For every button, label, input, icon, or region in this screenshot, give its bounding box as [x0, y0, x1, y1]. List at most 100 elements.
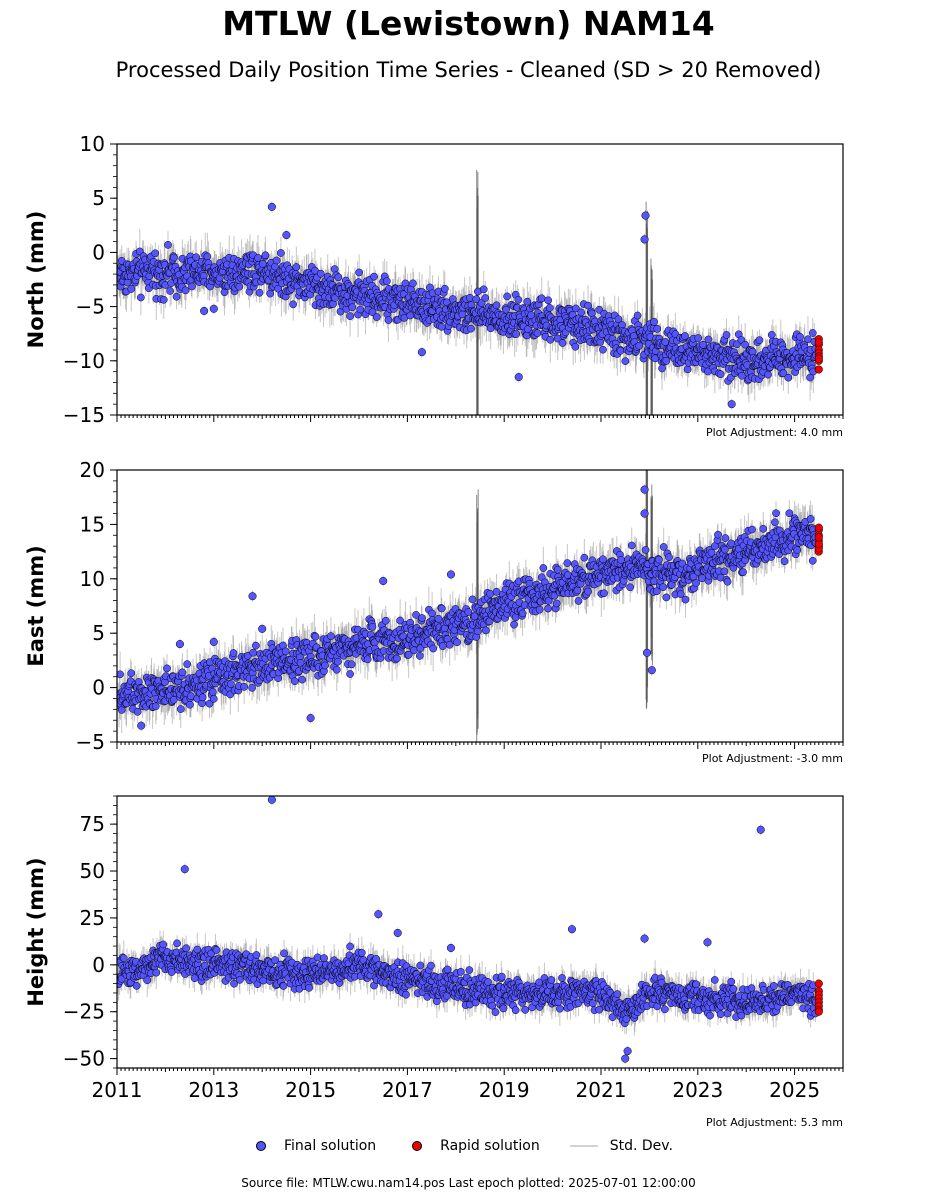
- rapid-point: [814, 354, 823, 363]
- final-point: [183, 660, 192, 668]
- final-point: [533, 329, 542, 338]
- final-point: [192, 253, 201, 262]
- x-ticks: [116, 415, 844, 422]
- final-point: [209, 304, 218, 313]
- final-point: [477, 299, 486, 307]
- final-point: [205, 699, 214, 708]
- final-point: [796, 332, 804, 341]
- final-point: [468, 595, 477, 604]
- final-point: [510, 620, 518, 629]
- final-points: [117, 485, 820, 730]
- final-point: [289, 300, 297, 309]
- final-point: [404, 650, 413, 659]
- final-point: [372, 313, 381, 321]
- final-point: [699, 340, 707, 349]
- final-point: [429, 644, 437, 653]
- final-point: [187, 692, 195, 701]
- final-point: [481, 294, 490, 302]
- y-axis: 10 5 0 −5 −10 −15: [63, 132, 117, 427]
- final-point: [741, 340, 749, 349]
- final-point: [577, 308, 586, 317]
- final-point: [384, 316, 393, 324]
- y-tick-label: −5: [76, 295, 105, 319]
- final-point: [393, 654, 401, 663]
- final-point: [544, 296, 552, 305]
- final-point: [277, 249, 285, 257]
- final-point: [181, 286, 190, 295]
- north-panel: 10 5 0 −5 −10 −15 North (mm) Plot Adjustment: 4…: [24, 132, 844, 439]
- y-tick-label: 10: [80, 132, 105, 156]
- final-point: [229, 649, 238, 657]
- final-point: [492, 301, 501, 310]
- final-point: [240, 682, 248, 691]
- final-point: [658, 364, 666, 373]
- final-point: [188, 282, 196, 291]
- final-point: [514, 373, 523, 382]
- final-point: [662, 356, 671, 365]
- final-point: [464, 608, 473, 616]
- final-point: [370, 272, 378, 281]
- final-point: [584, 301, 592, 310]
- final-point: [208, 688, 217, 696]
- final-point: [346, 670, 354, 678]
- final-point: [437, 604, 446, 613]
- final-point: [316, 269, 325, 278]
- final-point: [784, 373, 793, 382]
- final-point: [650, 318, 658, 326]
- final-point: [290, 677, 299, 686]
- final-point: [767, 330, 776, 339]
- final-point: [347, 660, 356, 669]
- final-point: [486, 324, 495, 333]
- final-point: [470, 612, 479, 621]
- final-point: [467, 324, 475, 333]
- final-point: [151, 249, 160, 258]
- final-point: [176, 705, 185, 713]
- final-point: [808, 329, 817, 337]
- final-point: [694, 334, 703, 342]
- final-point: [164, 240, 172, 249]
- final-point: [479, 285, 488, 294]
- final-point: [764, 370, 772, 379]
- final-point: [235, 282, 244, 291]
- final-point: [249, 648, 258, 657]
- final-point: [409, 279, 417, 288]
- final-point: [417, 348, 426, 357]
- final-point: [716, 370, 725, 379]
- final-point: [523, 297, 532, 306]
- final-point: [641, 211, 650, 220]
- final-point: [503, 292, 512, 301]
- final-point: [382, 277, 391, 286]
- final-point: [599, 345, 607, 354]
- final-point: [248, 683, 256, 692]
- final-point: [466, 294, 474, 302]
- final-point: [255, 288, 264, 297]
- final-point: [151, 702, 160, 711]
- final-point: [137, 293, 145, 302]
- final-point: [133, 707, 142, 716]
- final-point: [311, 632, 320, 641]
- final-point: [738, 371, 746, 380]
- y-tick-label: 0: [92, 240, 105, 264]
- final-points: [117, 202, 820, 409]
- y-axis-label: North (mm): [24, 211, 48, 349]
- final-point: [348, 303, 357, 312]
- final-point: [415, 652, 424, 660]
- final-point: [159, 295, 168, 304]
- final-point: [546, 335, 555, 344]
- final-point: [363, 655, 372, 664]
- final-point: [170, 253, 178, 262]
- final-point: [281, 647, 290, 656]
- final-point: [127, 285, 136, 293]
- final-point: [261, 251, 270, 260]
- final-point: [226, 680, 235, 688]
- final-point: [406, 311, 415, 320]
- final-point: [172, 292, 181, 301]
- final-point: [416, 644, 425, 653]
- final-point: [327, 632, 335, 640]
- final-point: [653, 324, 662, 333]
- final-point: [640, 235, 649, 244]
- final-point: [368, 623, 377, 631]
- final-point: [482, 626, 490, 635]
- rapid-points: [814, 335, 823, 374]
- final-point: [332, 665, 341, 674]
